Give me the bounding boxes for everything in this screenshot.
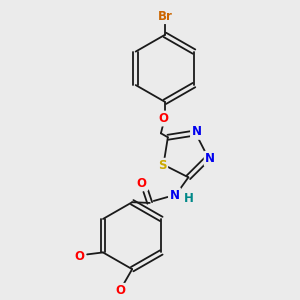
Text: O: O [74,250,84,263]
Text: O: O [115,284,125,297]
Text: N: N [169,188,179,202]
Text: N: N [205,152,215,165]
Text: O: O [137,177,147,190]
Text: H: H [184,193,193,206]
Text: S: S [158,159,167,172]
Text: O: O [158,112,168,125]
Text: N: N [191,125,202,138]
Text: Br: Br [158,10,172,23]
